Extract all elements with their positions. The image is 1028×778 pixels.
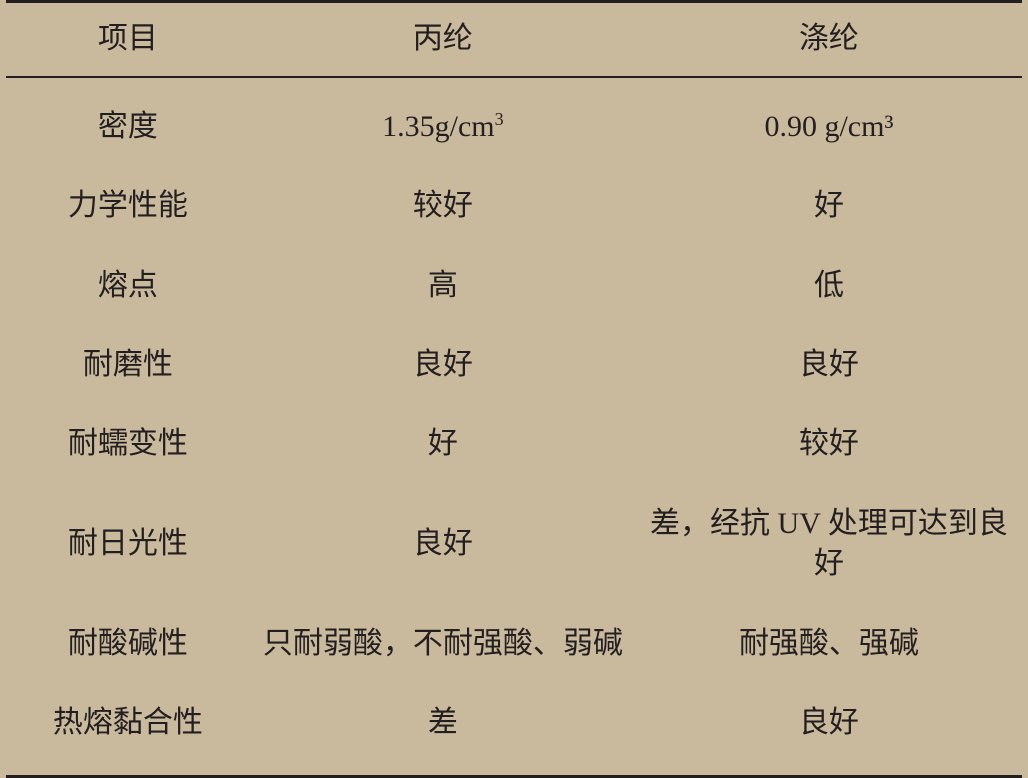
column-header-pet: 涤纶 bbox=[636, 3, 1022, 76]
table-row: 密度1.35g/cm30.90 g/cm³ bbox=[6, 107, 1022, 148]
table-row: 耐磨性良好良好 bbox=[6, 345, 1022, 386]
table-row: 耐酸碱性只耐弱酸，不耐强酸、弱碱耐强酸、强碱 bbox=[6, 624, 1022, 665]
cell-pp: 良好 bbox=[250, 345, 636, 386]
table-row: 力学性能较好好 bbox=[6, 186, 1022, 227]
cell-pp: 差 bbox=[250, 703, 636, 744]
cell-pet: 0.90 g/cm³ bbox=[636, 107, 1022, 148]
cell-pet: 好 bbox=[636, 186, 1022, 227]
cell-pp: 较好 bbox=[250, 186, 636, 227]
cell-property: 耐酸碱性 bbox=[6, 624, 250, 665]
cell-pet: 较好 bbox=[636, 424, 1022, 465]
table-row: 热熔黏合性差良好 bbox=[6, 703, 1022, 744]
cell-property: 力学性能 bbox=[6, 186, 250, 227]
cell-property: 耐蠕变性 bbox=[6, 424, 250, 465]
cell-pp: 1.35g/cm3 bbox=[250, 107, 636, 148]
column-header-pp: 丙纶 bbox=[250, 3, 636, 76]
cell-pp: 好 bbox=[250, 424, 636, 465]
cell-property: 密度 bbox=[6, 107, 250, 148]
cell-pet: 良好 bbox=[636, 345, 1022, 386]
cell-pp: 只耐弱酸，不耐强酸、弱碱 bbox=[250, 624, 636, 665]
table-row: 耐日光性良好差，经抗 UV 处理可达到良好 bbox=[6, 504, 1022, 585]
cell-property: 耐磨性 bbox=[6, 345, 250, 386]
table-body: 密度1.35g/cm30.90 g/cm³力学性能较好好熔点高低耐磨性良好良好耐… bbox=[6, 78, 1022, 776]
cell-pp: 良好 bbox=[250, 524, 636, 565]
cell-pet: 差，经抗 UV 处理可达到良好 bbox=[636, 504, 1022, 585]
cell-pet: 良好 bbox=[636, 703, 1022, 744]
cell-pet: 耐强酸、强碱 bbox=[636, 624, 1022, 665]
cell-property: 热熔黏合性 bbox=[6, 703, 250, 744]
table-header-row: 项目 丙纶 涤纶 bbox=[6, 3, 1022, 76]
cell-property: 耐日光性 bbox=[6, 524, 250, 565]
table-row: 耐蠕变性好较好 bbox=[6, 424, 1022, 465]
table-row: 熔点高低 bbox=[6, 266, 1022, 307]
column-header-property: 项目 bbox=[6, 3, 250, 76]
comparison-table: 项目 丙纶 涤纶 密度1.35g/cm30.90 g/cm³力学性能较好好熔点高… bbox=[0, 0, 1028, 778]
cell-pp: 高 bbox=[250, 266, 636, 307]
cell-property: 熔点 bbox=[6, 266, 250, 307]
cell-pet: 低 bbox=[636, 266, 1022, 307]
